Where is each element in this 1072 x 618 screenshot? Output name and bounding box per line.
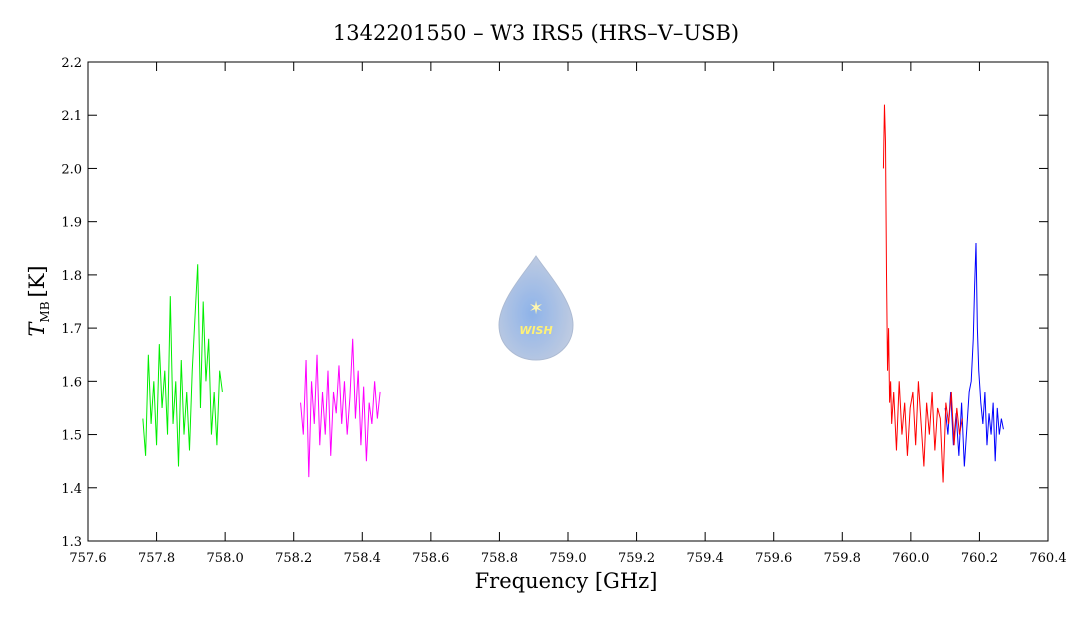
x-tick-label: 760.0 (892, 551, 929, 566)
y-label-subscript: MB (38, 301, 52, 322)
y-tick-label: 1.6 (61, 375, 82, 390)
plot-frame (87, 61, 1049, 542)
x-tick-label: 759.6 (755, 551, 792, 566)
x-tick-label: 760.2 (961, 551, 998, 566)
x-tick-label: 759.0 (549, 551, 586, 566)
y-tick-label: 1.3 (61, 535, 82, 550)
logo-text: WISH (519, 324, 552, 337)
x-tick-label: 758.2 (275, 551, 312, 566)
x-tick-label: 757.6 (69, 551, 106, 566)
y-label-unit: [K] (25, 265, 49, 297)
x-tick-label: 759.2 (618, 551, 655, 566)
logo: ✶ WISH (498, 255, 574, 361)
y-axis-label: TMB [K] (25, 265, 52, 336)
x-tick-label: 760.4 (1029, 551, 1066, 566)
y-tick-label: 1.5 (61, 429, 82, 444)
y-tick-label: 1.7 (61, 322, 82, 337)
spectrum-line (300, 338, 381, 478)
y-label-symbol: T (25, 321, 49, 337)
x-axis-label: Frequency [GHz] (475, 569, 658, 593)
chart-title: 1342201550 – W3 IRS5 (HRS–V–USB) (333, 21, 739, 45)
y-tick-label: 1.8 (61, 269, 82, 284)
y-tick-label: 1.9 (61, 216, 82, 231)
svg-text:✶: ✶ (528, 298, 543, 319)
x-tick-label: 758.0 (207, 551, 244, 566)
spectrum-line (944, 242, 1004, 467)
y-tick-label: 2.0 (61, 162, 82, 177)
y-tick-label: 2.1 (61, 109, 82, 124)
x-tick-label: 758.8 (481, 551, 518, 566)
y-tick-label: 2.2 (61, 56, 82, 71)
x-tick-label: 758.4 (344, 551, 381, 566)
y-tick-label: 1.4 (61, 482, 82, 497)
x-tick-label: 759.8 (824, 551, 861, 566)
x-tick-label: 757.8 (138, 551, 175, 566)
spectrum-line (142, 264, 223, 467)
x-tick-label: 758.6 (412, 551, 449, 566)
spectrum-line (882, 104, 963, 483)
x-tick-label: 759.4 (687, 551, 724, 566)
